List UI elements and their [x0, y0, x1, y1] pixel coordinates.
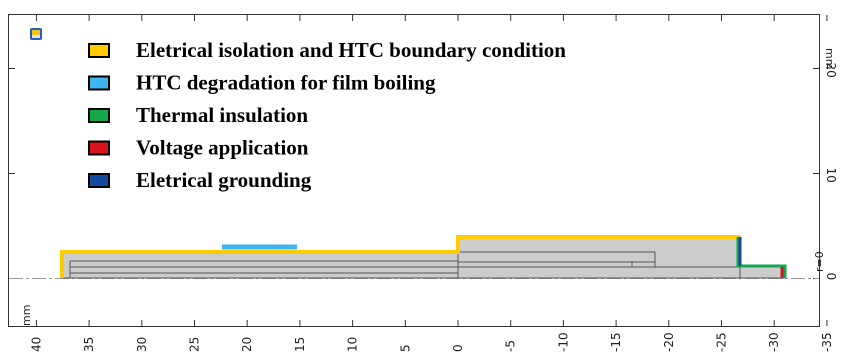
- legend-label: HTC degradation for film boiling: [136, 71, 436, 95]
- legend-swatch: [88, 43, 110, 58]
- y-tick-label: 0: [824, 273, 838, 281]
- boundary-conditions: [60, 235, 787, 278]
- legend-label: Eletrical isolation and HTC boundary con…: [136, 38, 566, 62]
- legend-swatch: [88, 108, 110, 123]
- legend-item: Eletrical isolation and HTC boundary con…: [88, 38, 566, 62]
- legend-swatch: [88, 140, 110, 156]
- legend-item: Voltage application: [88, 136, 309, 160]
- y-tick-label: 20: [824, 63, 838, 78]
- x-tick-label: -20: [662, 332, 676, 352]
- thermal-insulation-boundary: [736, 237, 787, 278]
- x-tick-label: -25: [715, 332, 729, 352]
- legend-item: HTC degradation for film boiling: [88, 71, 436, 95]
- right-body-domain: [457, 236, 741, 279]
- x-tick-label: 30: [135, 337, 149, 352]
- left-body-domain: [61, 251, 459, 279]
- x-tick-label: 15: [293, 337, 307, 352]
- x-unit-label-left: mm: [20, 305, 33, 326]
- x-tick-label: -15: [609, 332, 623, 352]
- x-tick-label: 5: [398, 344, 412, 352]
- legend-swatch: [88, 173, 110, 188]
- x-tick-label: -35: [820, 332, 834, 352]
- x-tick-label: 20: [240, 337, 254, 352]
- legend-item: Thermal insulation: [88, 103, 308, 127]
- y-unit-label-right: mm: [823, 48, 836, 69]
- legend: Eletrical isolation and HTC boundary con…: [88, 38, 566, 192]
- plot-frame: [8, 14, 820, 327]
- comsol-logo-icon: [30, 28, 42, 40]
- legend-label: Eletrical grounding: [136, 168, 312, 192]
- legend-swatch: [88, 75, 110, 91]
- legend-label: Thermal insulation: [136, 103, 308, 127]
- y-tick-label: 10: [824, 168, 838, 183]
- x-tick-label: 10: [346, 337, 360, 352]
- x-tick-label: 40: [29, 337, 43, 352]
- legend-label: Voltage application: [136, 136, 309, 160]
- geometry-body: [61, 236, 786, 279]
- x-tick-label: -30: [767, 332, 781, 352]
- x-tick-label: 35: [82, 337, 96, 352]
- y-axis-ticks: 0 10 20: [9, 63, 838, 281]
- x-axis-ticks: 40 35 30 25 20 15 10 5 0 -5 -10 -15 -20 -25 -30 -35: [29, 15, 834, 352]
- x-tick-label: -10: [556, 332, 570, 352]
- symmetry-axis-label: r=0: [813, 251, 826, 272]
- x-tick-label: 25: [188, 337, 202, 352]
- isolation-htc-boundary: [60, 235, 740, 278]
- x-tick-label: 0: [451, 344, 465, 352]
- legend-item: Eletrical grounding: [88, 168, 312, 192]
- x-tick-label: -5: [504, 340, 518, 352]
